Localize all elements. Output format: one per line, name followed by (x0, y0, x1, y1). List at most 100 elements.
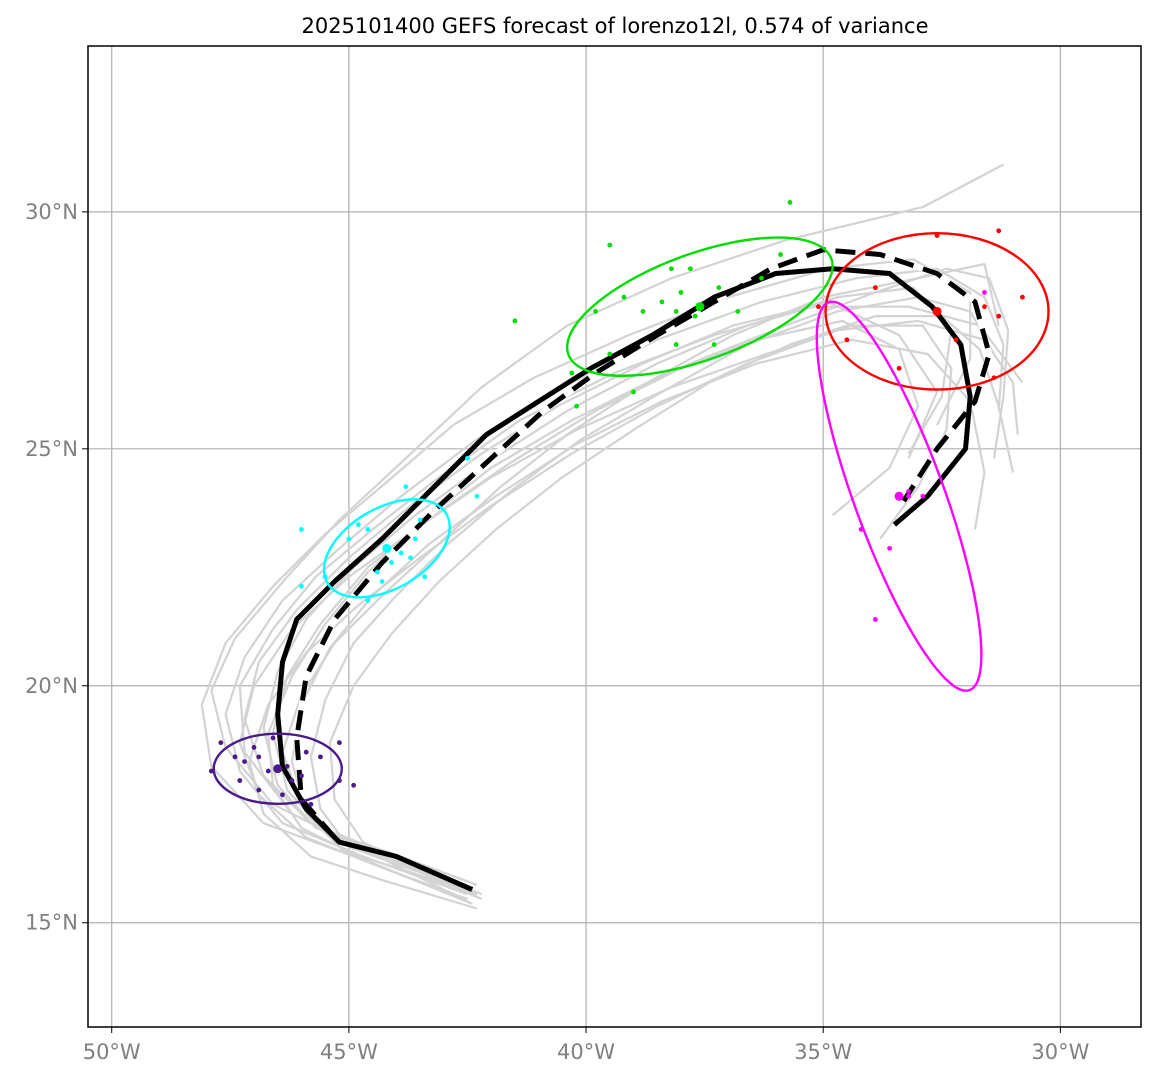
member-point-t3 (735, 308, 741, 314)
ensemble-mean-track (294, 247, 992, 840)
x-tick-label: 30°W (1031, 1040, 1089, 1064)
member-point-t3 (678, 290, 684, 295)
member-point-t5 (872, 617, 878, 622)
chart-title: 2025101400 GEFS forecast of lorenzo12l, … (301, 14, 928, 38)
member-point-t1 (265, 768, 271, 774)
main-tracks (275, 246, 993, 892)
member-point-t2 (403, 484, 409, 490)
member-point-t1 (208, 768, 214, 774)
member-point-t1 (336, 778, 342, 783)
member-point-t3 (778, 252, 783, 257)
member-point-t2 (374, 569, 380, 575)
member-point-t3 (711, 342, 717, 347)
plot-frame (87, 45, 1142, 1028)
member-point-t1 (280, 792, 285, 798)
member-point-t2 (474, 493, 480, 499)
member-point-t4 (896, 365, 902, 371)
member-point-t3 (687, 266, 693, 272)
ensemble-member-track (271, 267, 1010, 896)
member-point-t3 (716, 285, 722, 291)
ensemble-member-track (224, 267, 1005, 896)
member-point-t1 (251, 744, 257, 750)
member-point-t5 (920, 493, 926, 499)
member-point-t1 (336, 740, 342, 746)
ensemble-member-track (309, 296, 995, 891)
member-point-t1 (242, 759, 247, 765)
member-point-t4 (872, 285, 878, 291)
member-point-t5 (906, 489, 911, 494)
ensemble-member-track (267, 319, 920, 905)
member-point-t1 (256, 787, 262, 793)
member-point-t1 (303, 749, 309, 755)
member-point-t3 (640, 308, 646, 314)
ellipse-t3 (565, 236, 834, 377)
member-point-t2 (322, 574, 328, 580)
member-point-t3 (607, 242, 613, 248)
ensemble-member-track (200, 258, 972, 901)
member-point-t5 (906, 493, 911, 499)
y-tick-label: 15°N (25, 911, 78, 935)
member-point-t1 (237, 778, 243, 783)
ellipse-t5 (815, 300, 983, 692)
ensemble-member-track (248, 319, 1019, 910)
member-point-t3 (512, 318, 518, 324)
member-point-t3 (593, 308, 598, 314)
member-point-t3 (669, 266, 674, 272)
center-point-t3 (695, 302, 705, 312)
member-point-t3 (759, 275, 764, 281)
axis-ticks: 50°W 45°W 40°W 35°W 30°W 15°N 20°N 25°N 30°N (25, 200, 1090, 1064)
member-point-t1 (218, 740, 224, 746)
y-tick-label: 25°N (25, 437, 78, 461)
member-point-t2 (365, 526, 371, 532)
member-point-t1 (308, 801, 314, 807)
member-point-t4 (844, 337, 850, 343)
member-point-t2 (389, 560, 394, 565)
member-point-t2 (417, 517, 423, 523)
deterministic-track (275, 266, 973, 892)
member-point-t1 (270, 735, 276, 741)
member-point-t1 (284, 763, 290, 769)
member-point-t2 (398, 550, 404, 556)
member-point-t3 (621, 294, 627, 300)
member-point-t2 (422, 574, 428, 580)
member-point-t1 (289, 778, 295, 783)
uncertainty-ellipses (212, 231, 1050, 805)
member-point-t4 (934, 233, 940, 238)
member-point-t2 (408, 555, 413, 561)
member-point-t3 (659, 299, 665, 305)
center-point-t2 (382, 543, 392, 553)
center-point-t4 (932, 306, 942, 316)
x-tick-label: 45°W (320, 1040, 378, 1064)
ensemble-member-track (328, 315, 1014, 896)
member-point-t1 (232, 754, 238, 760)
y-tick-label: 30°N (25, 200, 78, 224)
member-point-t2 (355, 522, 361, 528)
member-point-t1 (351, 782, 357, 788)
x-tick-label: 40°W (557, 1040, 615, 1064)
member-point-t3 (787, 199, 793, 205)
x-tick-label: 50°W (83, 1040, 141, 1064)
member-point-t2 (465, 455, 470, 461)
member-point-t1 (299, 773, 304, 779)
center-point-t5 (894, 491, 904, 501)
ellipse-t2 (322, 498, 451, 599)
member-point-t2 (299, 583, 304, 589)
member-point-t5 (887, 545, 893, 551)
member-point-t1 (256, 754, 262, 760)
member-point-t3 (631, 389, 636, 395)
member-point-t2 (365, 598, 371, 603)
plot-area (200, 163, 1050, 910)
member-point-t5 (858, 526, 864, 532)
gridlines (88, 46, 1141, 1027)
member-positions (208, 199, 1025, 807)
ellipse-t1 (212, 732, 343, 805)
member-point-t2 (299, 526, 304, 532)
ensemble-member-track (210, 163, 1004, 905)
member-point-t3 (569, 370, 575, 376)
x-tick-label: 35°W (794, 1040, 852, 1064)
member-point-t5 (982, 290, 987, 295)
member-point-t1 (318, 754, 323, 760)
member-point-t4 (996, 228, 1002, 234)
member-point-t3 (692, 313, 698, 319)
